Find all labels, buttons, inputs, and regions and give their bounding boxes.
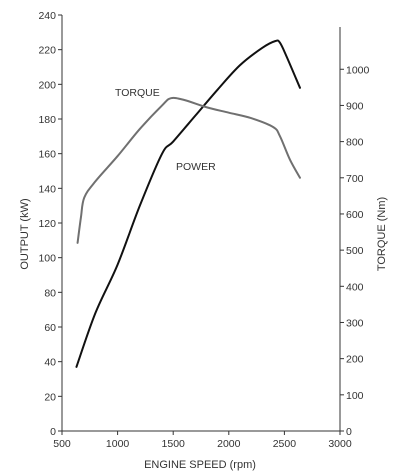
y-left-tick-label: 160 (38, 149, 56, 161)
y-right-tick-label: 700 (346, 173, 364, 185)
y-left-tick-label: 140 (38, 183, 56, 195)
chart-labels: ENGINE SPEED (rpm) OUTPUT (kW) TORQUE (N… (19, 87, 388, 471)
y-right-tick-label: 200 (346, 354, 364, 366)
y-right-tick-label: 0 (346, 426, 352, 438)
chart-series (75, 39, 301, 368)
y-left-tick-label: 20 (44, 391, 56, 403)
y-right-tick-label: 900 (346, 100, 364, 112)
y-right-tick-label: 300 (346, 317, 364, 329)
torque-series-label: TORQUE (115, 87, 160, 99)
y-right-tick-label: 600 (346, 209, 364, 221)
y-left-tick-label: 100 (38, 253, 56, 265)
y-left-tick-label: 200 (38, 79, 56, 91)
x-axis-title: ENGINE SPEED (rpm) (144, 459, 256, 471)
y-left-tick-label: 120 (38, 218, 56, 230)
y-right-tick-label: 400 (346, 281, 364, 293)
y-right-tick-label: 500 (346, 245, 364, 257)
torque-line (76, 96, 301, 244)
y-left-tick-label: 0 (50, 426, 56, 438)
x-tick-label: 1500 (162, 438, 186, 450)
y-left-tick-label: 80 (44, 287, 56, 299)
x-tick-label: 2000 (217, 438, 241, 450)
x-tick-label: 1000 (106, 438, 130, 450)
y-right-tick-label: 800 (346, 137, 364, 149)
y-left-tick-label: 180 (38, 114, 56, 126)
x-tick-label: 3000 (328, 438, 352, 450)
y-left-tick-label: 40 (44, 357, 56, 369)
x-tick-label: 500 (53, 438, 71, 450)
y-left-tick-label: 220 (38, 45, 56, 57)
y-left-axis-title: OUTPUT (kW) (19, 198, 31, 269)
y-left-tick-label: 60 (44, 322, 56, 334)
y-right-tick-label: 100 (346, 390, 364, 402)
y-right-tick-label: 1000 (346, 64, 370, 76)
y-right-axis-title: TORQUE (Nm) (376, 197, 388, 271)
power-line (75, 39, 301, 368)
chart-axes: 500 1000 1500 2000 2500 300002040608010012014… (38, 10, 369, 450)
y-left-tick-label: 240 (38, 10, 56, 22)
x-tick-label: 2500 (273, 438, 297, 450)
power-series-label: POWER (176, 161, 216, 173)
